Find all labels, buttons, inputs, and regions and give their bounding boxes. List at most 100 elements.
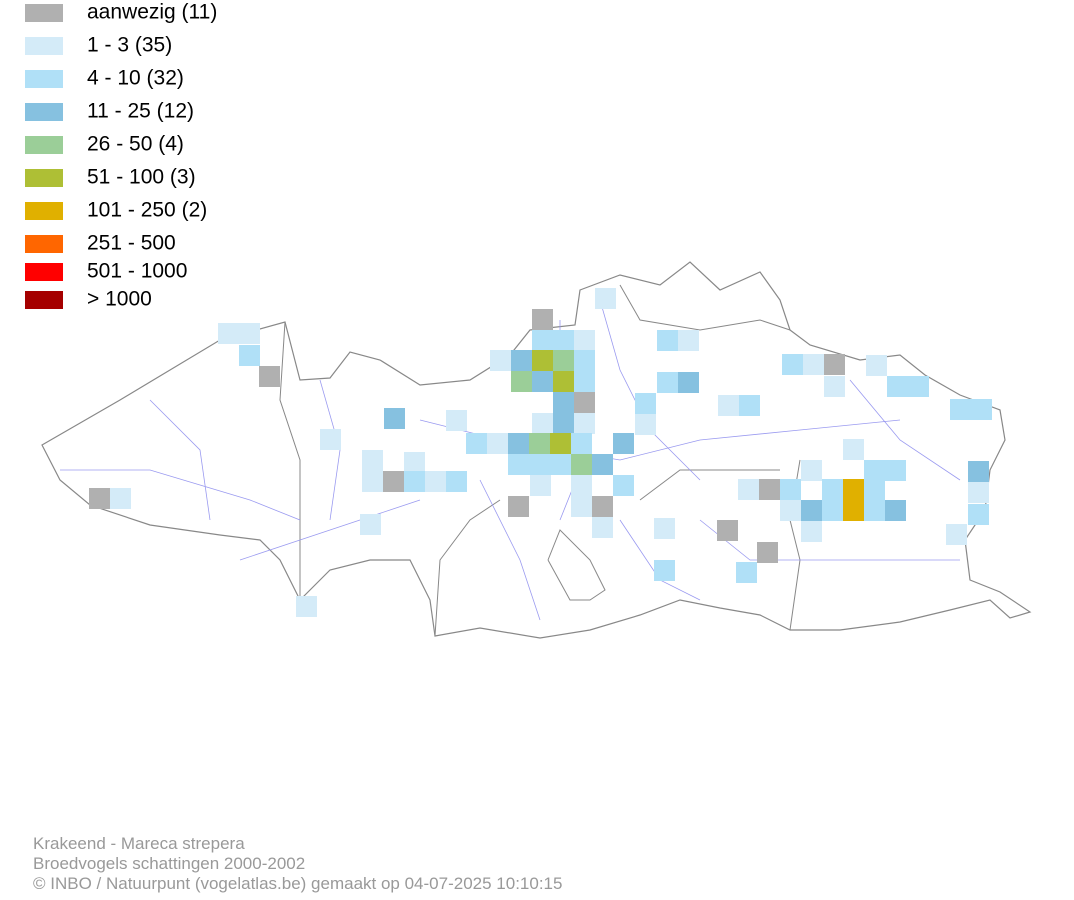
- grid-cell: [613, 475, 634, 496]
- grid-cell: [404, 452, 425, 473]
- grid-cell: [571, 475, 592, 496]
- grid-cell: [553, 413, 574, 434]
- grid-cell: [574, 413, 595, 434]
- grid-cell: [362, 450, 383, 471]
- legend-label: 501 - 1000: [87, 260, 187, 283]
- grid-cell: [866, 355, 887, 376]
- grid-cell: [532, 413, 553, 434]
- legend-swatch: [25, 235, 63, 253]
- legend-swatch: [25, 70, 63, 88]
- grid-cell: [822, 479, 843, 500]
- legend-label: 51 - 100 (3): [87, 166, 196, 189]
- grid-cell: [950, 399, 971, 420]
- legend-label: aanwezig (11): [87, 1, 217, 24]
- grid-cell: [824, 354, 845, 375]
- grid-cell: [553, 350, 574, 371]
- grid-cell: [362, 471, 383, 492]
- grid-cell: [487, 433, 508, 454]
- grid-cell: [801, 460, 822, 481]
- grid-cell: [89, 488, 110, 509]
- legend-swatch: [25, 202, 63, 220]
- legend-swatch: [25, 103, 63, 121]
- footer-line: Broedvogels schattingen 2000-2002: [33, 854, 305, 873]
- grid-cell: [532, 309, 553, 330]
- legend-label: 4 - 10 (32): [87, 67, 184, 90]
- grid-cell: [736, 562, 757, 583]
- grid-cell: [613, 433, 634, 454]
- grid-cell: [218, 323, 239, 344]
- grid-cell: [885, 500, 906, 521]
- grid-cell: [843, 479, 864, 500]
- grid-cell: [864, 479, 885, 500]
- grid-cell: [592, 496, 613, 517]
- legend-swatch: [25, 4, 63, 22]
- grid-cell: [446, 410, 467, 431]
- grid-cell: [843, 500, 864, 521]
- grid-cell: [574, 330, 595, 351]
- grid-cells: [89, 288, 992, 617]
- grid-cell: [553, 371, 574, 392]
- legend-label: 26 - 50 (4): [87, 133, 184, 156]
- grid-cell: [530, 475, 551, 496]
- grid-cell: [571, 454, 592, 475]
- grid-cell: [490, 350, 511, 371]
- grid-cell: [908, 376, 929, 397]
- grid-cell: [968, 482, 989, 503]
- grid-cell: [574, 371, 595, 392]
- grid-cell: [532, 330, 553, 351]
- footer-line: Krakeend - Mareca strepera: [33, 834, 245, 853]
- grid-cell: [654, 518, 675, 539]
- grid-cell: [404, 471, 425, 492]
- grid-cell: [571, 496, 592, 517]
- grid-cell: [885, 460, 906, 481]
- grid-cell: [971, 399, 992, 420]
- grid-cell: [946, 524, 967, 545]
- grid-cell: [738, 479, 759, 500]
- grid-cell: [239, 323, 260, 344]
- grid-cell: [508, 433, 529, 454]
- legend: aanwezig (11) 1 - 3 (35) 4 - 10 (32) 11 - 2…: [25, 1, 217, 311]
- grid-cell: [864, 500, 885, 521]
- grid-cell: [550, 454, 571, 475]
- grid-cell: [822, 500, 843, 521]
- grid-cell: [635, 414, 656, 435]
- grid-cell: [678, 372, 699, 393]
- footer-line: © INBO / Natuurpunt (vogelatlas.be) gema…: [33, 874, 562, 893]
- legend-label: 11 - 25 (12): [87, 100, 194, 123]
- grid-cell: [824, 376, 845, 397]
- grid-cell: [843, 439, 864, 460]
- grid-cell: [239, 345, 260, 366]
- grid-cell: [657, 372, 678, 393]
- grid-cell: [718, 395, 739, 416]
- grid-cell: [511, 350, 532, 371]
- grid-cell: [803, 354, 824, 375]
- legend-swatch: [25, 136, 63, 154]
- grid-cell: [383, 471, 404, 492]
- grid-cell: [595, 288, 616, 309]
- legend-swatch: [25, 37, 63, 55]
- grid-cell: [532, 350, 553, 371]
- grid-cell: [508, 454, 529, 475]
- legend-label: > 1000: [87, 288, 152, 311]
- grid-cell: [574, 350, 595, 371]
- grid-cell: [864, 460, 885, 481]
- legend-swatch: [25, 263, 63, 281]
- legend-swatch: [25, 169, 63, 187]
- province-border: [279, 284, 801, 637]
- grid-cell: [550, 433, 571, 454]
- grid-cell: [110, 488, 131, 509]
- grid-cell: [425, 471, 446, 492]
- grid-cell: [592, 454, 613, 475]
- grid-cell: [320, 429, 341, 450]
- grid-cell: [759, 479, 780, 500]
- legend-label: 251 - 500: [87, 232, 176, 255]
- grid-cell: [678, 330, 699, 351]
- grid-cell: [553, 330, 574, 351]
- grid-cell: [532, 371, 553, 392]
- grid-cell: [529, 433, 550, 454]
- grid-cell: [571, 433, 592, 454]
- grid-cell: [635, 393, 656, 414]
- grid-cell: [511, 371, 532, 392]
- grid-cell: [466, 433, 487, 454]
